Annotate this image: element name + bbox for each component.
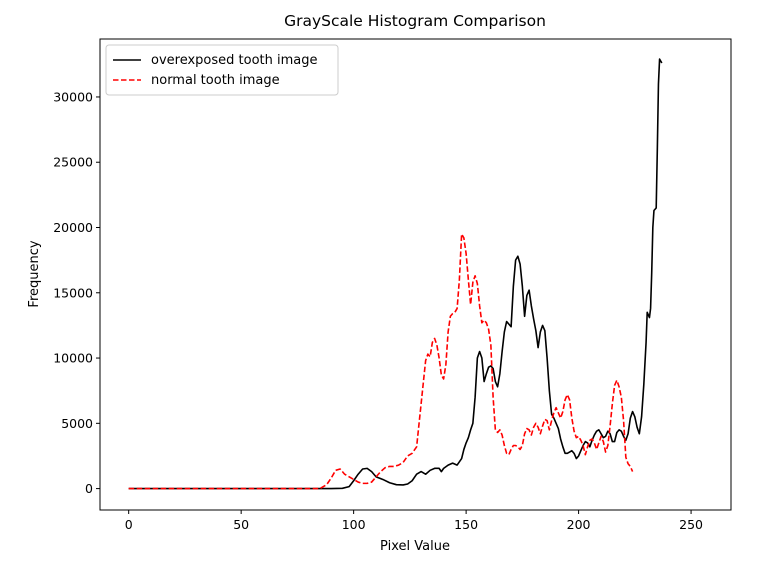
x-tick-label: 150 (454, 517, 478, 532)
x-axis: 0 50 100 150 200 250 (125, 510, 703, 532)
y-tick-label: 15000 (53, 285, 93, 300)
x-tick-label: 250 (679, 517, 703, 532)
legend: overexposed tooth image normal tooth ima… (105, 44, 339, 96)
legend-label-normal: normal tooth image (151, 73, 280, 88)
y-tick-label: 30000 (53, 89, 93, 104)
x-tick-label: 200 (567, 517, 591, 532)
y-tick-label: 5000 (61, 416, 93, 431)
y-axis: 0 5000 10000 15000 20000 25000 30000 (53, 89, 100, 496)
x-tick-label: 100 (342, 517, 366, 532)
series-line-overexposed (128, 58, 663, 490)
y-tick-label: 10000 (53, 351, 93, 366)
y-tick-label: 20000 (53, 220, 93, 235)
x-tick-label: 0 (125, 517, 133, 532)
series-layer (128, 58, 663, 490)
y-tick-label: 25000 (53, 155, 93, 170)
plot-frame (99, 38, 732, 511)
legend-label-overexposed: overexposed tooth image (151, 53, 318, 68)
x-axis-title: Pixel Value (380, 539, 450, 554)
y-axis-title: Frequency (27, 240, 42, 307)
series-line-normal (128, 233, 634, 490)
x-tick-label: 50 (233, 517, 249, 532)
legend-box (105, 44, 339, 96)
chart-title: GrayScale Histogram Comparison (284, 12, 546, 30)
y-tick-label: 0 (85, 481, 93, 496)
